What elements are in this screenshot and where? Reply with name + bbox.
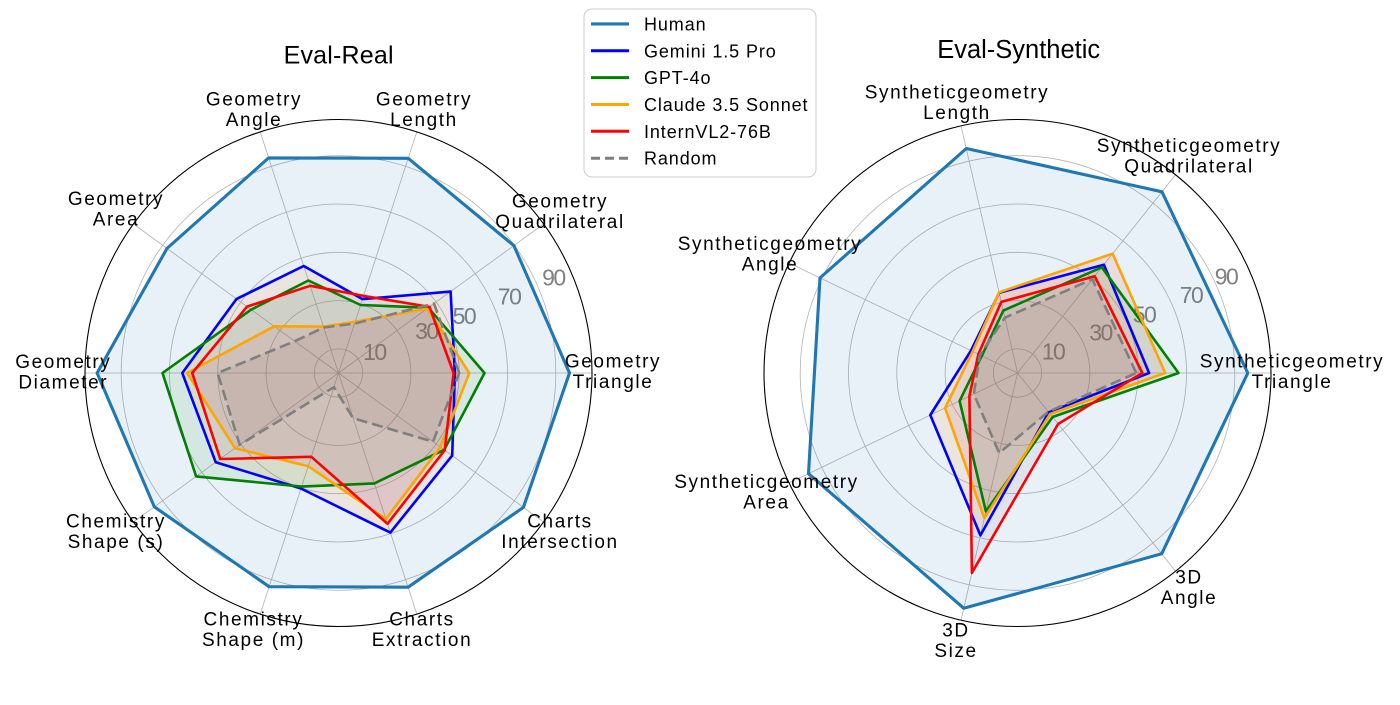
svg-text:Syntheticgeometry: Syntheticgeometry [674,472,859,493]
svg-text:Chemistry: Chemistry [204,610,304,631]
svg-text:Gemini 1.5 Pro: Gemini 1.5 Pro [644,41,777,61]
svg-text:Chemistry: Chemistry [66,512,166,533]
svg-text:Charts: Charts [527,512,593,533]
svg-text:Angle: Angle [226,110,283,131]
svg-text:Syntheticgeometry: Syntheticgeometry [678,234,863,255]
svg-text:Intersection: Intersection [501,532,618,553]
svg-text:Area: Area [743,493,790,514]
svg-text:Angle: Angle [1161,588,1218,609]
svg-text:Random: Random [644,149,717,169]
svg-text:Geometry: Geometry [565,352,661,373]
svg-text:GPT-4o: GPT-4o [644,68,711,88]
svg-text:10: 10 [363,339,386,365]
svg-text:Geometry: Geometry [206,90,302,111]
svg-text:Shape (s): Shape (s) [68,532,165,553]
svg-text:Syntheticgeometry: Syntheticgeometry [865,83,1050,104]
svg-text:Eval-Real: Eval-Real [284,41,394,69]
svg-text:50: 50 [453,303,476,329]
svg-text:Quadrilateral: Quadrilateral [495,212,625,233]
svg-text:Human: Human [644,14,707,34]
svg-text:Extraction: Extraction [372,630,472,651]
svg-text:Eval-Synthetic: Eval-Synthetic [937,36,1100,64]
svg-text:Syntheticgeometry: Syntheticgeometry [1097,136,1282,157]
svg-text:90: 90 [1215,263,1238,289]
svg-text:Area: Area [93,210,140,231]
svg-text:Claude 3.5 Sonnet: Claude 3.5 Sonnet [644,95,808,115]
svg-text:Geometry: Geometry [376,90,472,111]
svg-text:70: 70 [498,284,521,310]
svg-text:Size: Size [934,641,977,662]
svg-text:Charts: Charts [389,610,455,631]
svg-text:Triangle: Triangle [573,372,654,393]
svg-text:90: 90 [542,264,565,290]
svg-text:Geometry: Geometry [15,352,111,373]
svg-text:Geometry: Geometry [512,192,608,213]
svg-text:Quadrilateral: Quadrilateral [1124,157,1254,178]
svg-text:Length: Length [923,103,991,124]
svg-text:3D: 3D [1175,567,1203,588]
svg-text:3D: 3D [942,621,970,642]
svg-text:Angle: Angle [742,255,799,276]
svg-text:70: 70 [1180,282,1203,308]
svg-text:Syntheticgeometry: Syntheticgeometry [1200,352,1385,373]
svg-text:Geometry: Geometry [68,189,164,210]
svg-text:Diameter: Diameter [18,373,108,394]
svg-text:InternVL2-76B: InternVL2-76B [644,122,772,142]
svg-text:Shape (m): Shape (m) [202,630,305,651]
svg-text:10: 10 [1042,338,1065,364]
svg-text:Length: Length [390,110,458,131]
svg-text:30: 30 [1089,319,1112,345]
svg-text:Triangle: Triangle [1252,372,1333,393]
